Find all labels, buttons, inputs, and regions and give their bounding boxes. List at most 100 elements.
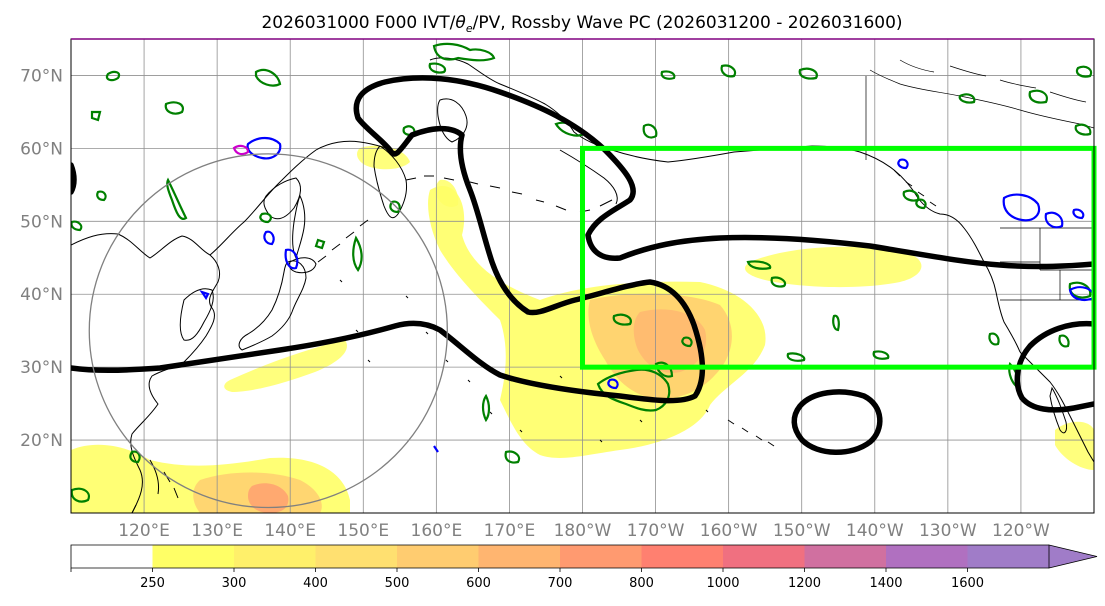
theta-green-42	[902, 189, 920, 202]
colorbar-extend-arrow	[1048, 544, 1098, 569]
colorbar-tick-label: 700	[548, 576, 573, 591]
theta-green-19	[798, 67, 818, 80]
coastline-east-asia	[71, 233, 221, 513]
pv-contour-closed-low	[791, 389, 883, 455]
pv-contour-east	[1014, 320, 1094, 413]
theta-green-27	[612, 313, 632, 326]
theta-blue-3	[284, 248, 299, 270]
colorbar-tick-label: 300	[222, 576, 247, 591]
coastline-arctic	[899, 59, 1087, 103]
colorbar-tick-label: 1000	[706, 576, 739, 591]
colorbar-segment	[71, 545, 153, 568]
lat-labels: 70°N 60°N 50°N 40°N 30°N 20°N	[20, 66, 63, 451]
ivt-area-north-extension	[435, 179, 459, 207]
colorbar-tick-label: 400	[303, 576, 328, 591]
theta-green-33	[481, 393, 491, 423]
colorbar: 250 300 400 500 600 700 800 1000 1200 1400 1600	[70, 544, 1098, 591]
theta-green-10	[389, 200, 401, 214]
ivt-area-tropical-peak	[248, 483, 289, 513]
theta-green-13	[428, 62, 447, 74]
theta-green-34	[504, 450, 521, 464]
lon-tick-label: 160°W	[700, 521, 758, 541]
ivt-area-ar-inner	[633, 309, 707, 373]
title-part-1: 2026031000 F000 IVT/	[261, 13, 455, 33]
theta-green-25	[770, 276, 787, 288]
theta-green-23	[1075, 65, 1093, 78]
theta-green-28	[681, 336, 693, 348]
colorbar-segment	[967, 545, 1050, 568]
coastline-sea-of-okhotsk	[263, 177, 301, 220]
lon-tick-label: 120°E	[118, 521, 170, 541]
colorbar-tick-label: 1400	[869, 576, 902, 591]
theta-blue-5	[1002, 193, 1041, 222]
theta-blue-4	[199, 289, 210, 301]
theta-green-21	[1028, 89, 1048, 104]
title-part-2: /PV, Rossby Wave PC (2026031200 - 202603…	[473, 13, 903, 33]
theta-blue-1	[246, 136, 282, 160]
analysis-circle	[88, 153, 448, 509]
map-title: 2026031000 F000 IVT/θe/PV, Rossby Wave P…	[261, 13, 902, 35]
colorbar-segment	[641, 545, 724, 568]
theta-green-6	[96, 190, 107, 202]
colorbar-segment	[315, 545, 398, 568]
lon-tick-label: 130°E	[191, 521, 243, 541]
theta-green-40	[71, 487, 90, 503]
theta-green-32	[654, 361, 674, 378]
theta-blue-11	[433, 445, 439, 453]
theta-green-1	[105, 70, 121, 82]
theta-green-7	[71, 220, 83, 232]
theta-green-5	[166, 177, 188, 220]
theta-blue-9	[897, 158, 909, 170]
lat-tick-label: 60°N	[20, 139, 63, 159]
colorbar-tick-label: 500	[385, 576, 410, 591]
theta-blue-7	[1072, 208, 1085, 220]
coastline-alaska-peninsula	[559, 149, 618, 205]
theta-blue-2	[263, 230, 275, 246]
theta-e-contours-negative	[199, 136, 1094, 453]
theta-blue-10	[607, 378, 619, 390]
colorbar-segment	[804, 545, 887, 568]
pv-contour-main	[71, 75, 1094, 404]
coastline-alaska-panhandle	[893, 169, 937, 207]
coastline-alaska-west	[437, 98, 468, 143]
theta-e-contours-magenta	[232, 144, 250, 156]
ivt-area-southeast	[1055, 421, 1094, 470]
colorbar-segment	[560, 545, 642, 568]
lon-tick-label: 130°W	[919, 521, 977, 541]
ivt-area-east-filament	[745, 246, 922, 288]
coastline-japan	[238, 260, 307, 351]
lon-tick-label: 170°W	[627, 521, 685, 541]
lon-tick-label: 180°W	[554, 521, 612, 541]
ivt-area-subtropical-band	[224, 340, 347, 392]
lat-tick-label: 30°N	[20, 358, 63, 378]
theta-green-26	[832, 314, 840, 332]
theta-green-12	[432, 42, 496, 62]
theta-green-41	[129, 450, 141, 464]
colorbar-tick-label: 1600	[951, 576, 984, 591]
theta-green-17	[660, 70, 676, 80]
colorbar-tick-label: 250	[140, 576, 165, 591]
theta-green-20	[958, 93, 976, 104]
coastline-kuril-islands	[317, 219, 369, 263]
theta-green-2	[164, 101, 184, 115]
lon-tick-label: 120°W	[992, 521, 1050, 541]
lon-tick-label: 150°W	[773, 521, 831, 541]
theta-green-24	[746, 260, 772, 270]
colorbar-segment	[478, 545, 561, 568]
coastline-hawaii	[727, 419, 775, 447]
lon-tick-label: 140°W	[846, 521, 904, 541]
pv-contour-west-edge	[71, 162, 77, 195]
theta-green-16	[642, 123, 658, 139]
theta-blue-8	[1068, 286, 1094, 301]
lon-tick-label: 170°E	[484, 521, 536, 541]
title-theta-subscript: e	[466, 22, 473, 35]
theta-green-30	[872, 350, 890, 360]
coastline-kamchatka	[373, 145, 407, 219]
map-plot-area	[71, 39, 1094, 513]
lat-tick-label: 40°N	[20, 285, 63, 305]
pv-contours	[71, 75, 1094, 455]
colorbar-segment	[397, 545, 479, 568]
theta-green-3	[90, 110, 102, 122]
theta-green-8	[259, 212, 272, 224]
